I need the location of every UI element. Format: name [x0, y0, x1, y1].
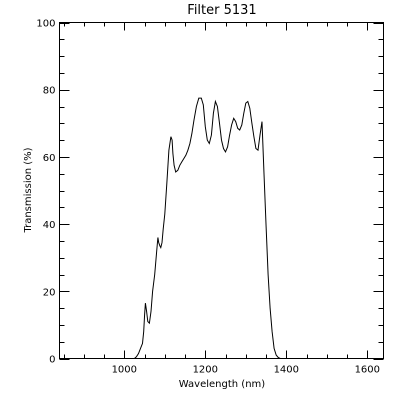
y-tick-label: 100 — [36, 19, 55, 30]
x-axis-label: Wavelength (nm) — [179, 379, 265, 390]
y-tick-label: 20 — [43, 287, 56, 298]
x-tick-label: 1000 — [112, 365, 137, 376]
y-tick-label: 40 — [43, 220, 56, 231]
y-tick-label: 0 — [49, 355, 55, 366]
y-tick-label: 80 — [43, 86, 56, 97]
x-tick-label: 1400 — [274, 365, 299, 376]
x-tick-label: 1600 — [355, 365, 380, 376]
x-tick-label: 1200 — [193, 365, 218, 376]
tick-labels: 1000 1200 1400 1600 0 20 40 60 80 100 — [36, 19, 380, 376]
transmission-curve — [132, 97, 315, 359]
chart-title: Filter 5131 — [187, 3, 256, 18]
plot-area-frame — [59, 22, 384, 359]
y-axis-label: Transmission (%) — [23, 147, 34, 233]
tick-marks — [59, 22, 384, 360]
y-tick-label: 60 — [43, 153, 56, 164]
